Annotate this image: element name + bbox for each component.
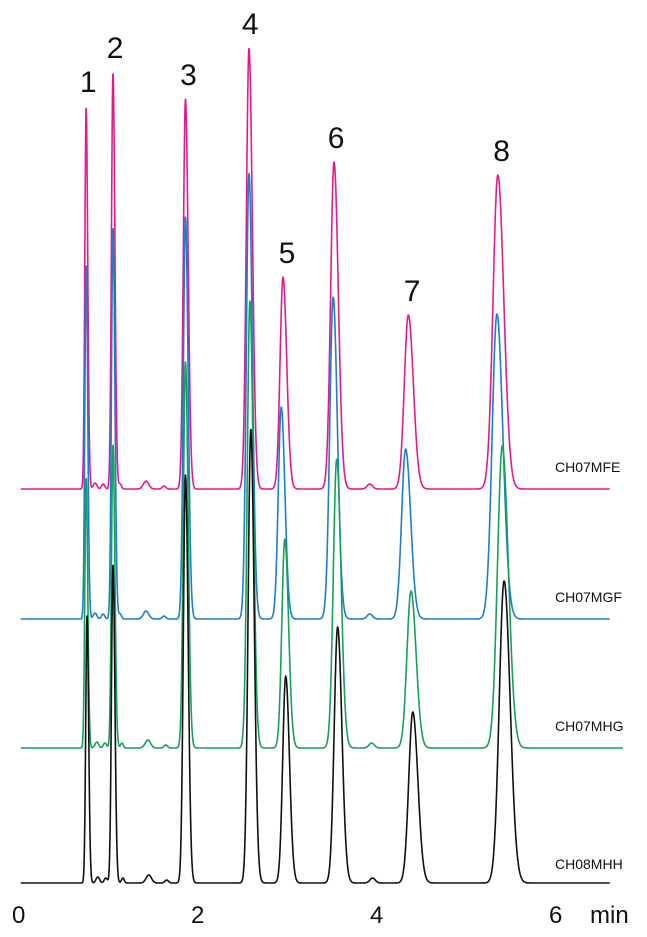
x-axis-tick-labels: 0 2 4 6 bbox=[12, 902, 562, 929]
trace-label-ch07mgf: CH07MGF bbox=[555, 589, 622, 605]
peak-number-labels: 12 3 4 5 6 7 8 bbox=[80, 8, 510, 308]
peak-label-6: 6 bbox=[328, 122, 345, 155]
peak-label-3: 3 bbox=[180, 59, 197, 92]
peak-label-5: 5 bbox=[279, 237, 296, 270]
x-tick-label-0: 0 bbox=[12, 902, 25, 929]
x-tick-label-2: 2 bbox=[191, 902, 204, 929]
trace-line-ch08mhh bbox=[20, 428, 611, 884]
x-tick-label-6: 6 bbox=[549, 902, 562, 929]
trace-line-ch07mhg bbox=[20, 300, 624, 749]
peak-label-1: 1 bbox=[80, 66, 97, 99]
trace-labels: CH07MFE CH07MGF CH07MHG CH08MHH bbox=[555, 459, 623, 872]
peak-label-7: 7 bbox=[404, 275, 421, 308]
x-tick-label-4: 4 bbox=[370, 902, 383, 929]
x-axis-unit-label: min bbox=[590, 902, 629, 929]
trace-line-ch07mfe bbox=[20, 47, 611, 490]
trace-label-ch07mfe: CH07MFE bbox=[555, 459, 620, 475]
chromatogram-traces bbox=[20, 47, 624, 884]
peak-label-2: 2 bbox=[107, 32, 124, 65]
peak-label-8: 8 bbox=[493, 135, 510, 168]
peak-label-4: 4 bbox=[242, 8, 259, 41]
trace-line-ch07mgf bbox=[20, 172, 611, 620]
trace-label-ch07mhg: CH07MHG bbox=[555, 718, 623, 734]
trace-label-ch08mhh: CH08MHH bbox=[555, 856, 623, 872]
